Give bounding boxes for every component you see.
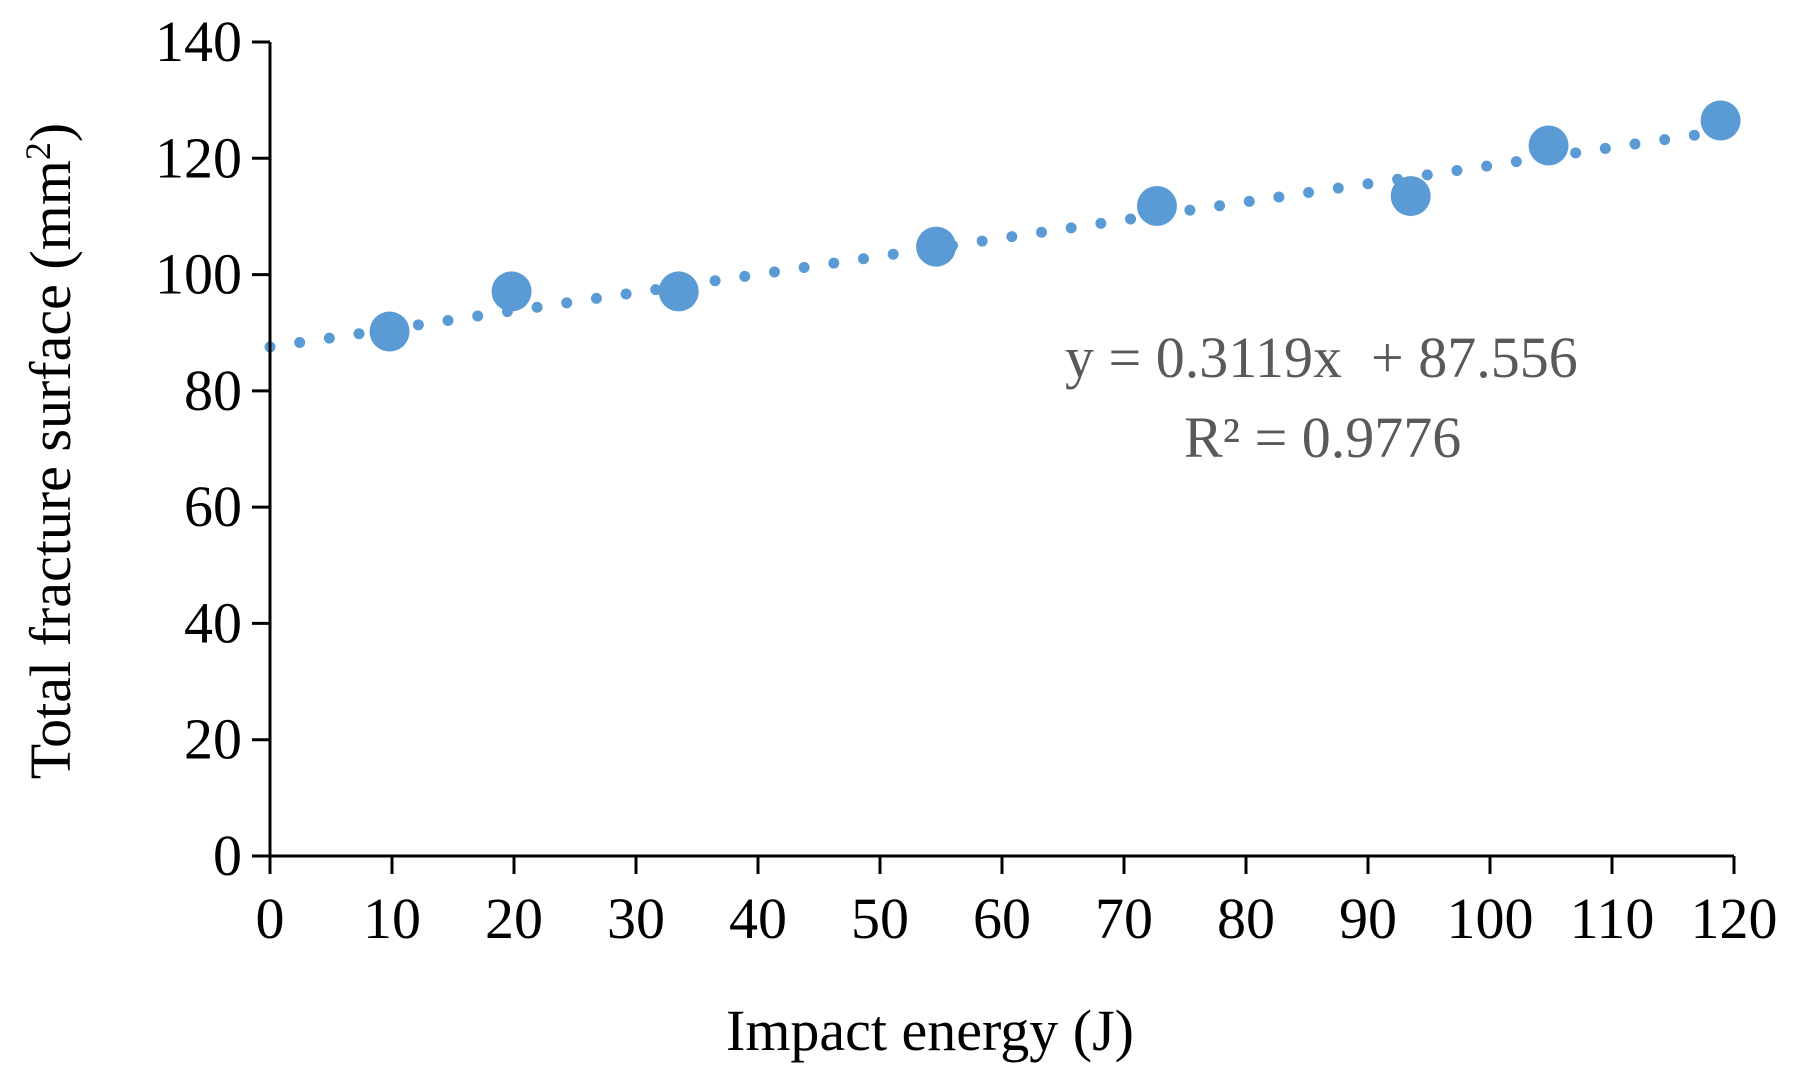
x-tick-label: 70 — [1095, 886, 1153, 951]
data-point — [1528, 125, 1569, 166]
data-point — [369, 311, 410, 352]
data-point — [916, 226, 957, 267]
x-tick-label: 10 — [363, 886, 421, 951]
data-point — [658, 271, 699, 312]
y-tick-label: 40 — [184, 590, 242, 655]
x-tick-label: 0 — [256, 886, 285, 951]
y-axis-title-superscript: 2 — [18, 142, 58, 160]
y-axis-title-close: ) — [18, 123, 83, 142]
y-axis-title-main: Total fracture surface (mm — [18, 160, 83, 779]
x-tick-label: 40 — [729, 886, 787, 951]
y-tick-label: 100 — [155, 242, 242, 307]
r-squared-label: R² = 0.9776 — [1184, 405, 1461, 470]
y-tick-label: 140 — [155, 9, 242, 74]
y-ticks: 0 20 40 60 80 100 120 140 — [155, 9, 270, 888]
x-tick-label: 120 — [1691, 886, 1778, 951]
data-point — [1390, 176, 1431, 217]
data-point — [1136, 185, 1177, 226]
data-points — [369, 100, 1741, 352]
data-point — [491, 271, 532, 312]
x-ticks: 0 10 20 30 40 50 60 70 80 90 100 110 120 — [256, 856, 1778, 951]
x-tick-label: 60 — [973, 886, 1031, 951]
y-tick-label: 80 — [184, 358, 242, 423]
x-tick-label: 30 — [607, 886, 665, 951]
y-axis-title: Total fracture surface (mm2) — [18, 123, 83, 779]
y-tick-label: 0 — [213, 823, 242, 888]
y-tick-label: 60 — [184, 474, 242, 539]
x-tick-label: 80 — [1217, 886, 1275, 951]
trendline — [264, 125, 1728, 353]
x-tick-label: 110 — [1570, 886, 1655, 951]
trendline-equation: y = 0.3119x + 87.556 — [1065, 325, 1578, 390]
x-axis-title: Impact energy (J) — [726, 998, 1134, 1063]
x-tick-label: 100 — [1447, 886, 1534, 951]
x-tick-label: 50 — [851, 886, 909, 951]
y-tick-label: 120 — [155, 125, 242, 190]
y-tick-label: 20 — [184, 707, 242, 772]
data-point — [1700, 100, 1741, 141]
trendline-layer — [264, 125, 1728, 353]
x-tick-label: 20 — [485, 886, 543, 951]
x-tick-label: 90 — [1339, 886, 1397, 951]
